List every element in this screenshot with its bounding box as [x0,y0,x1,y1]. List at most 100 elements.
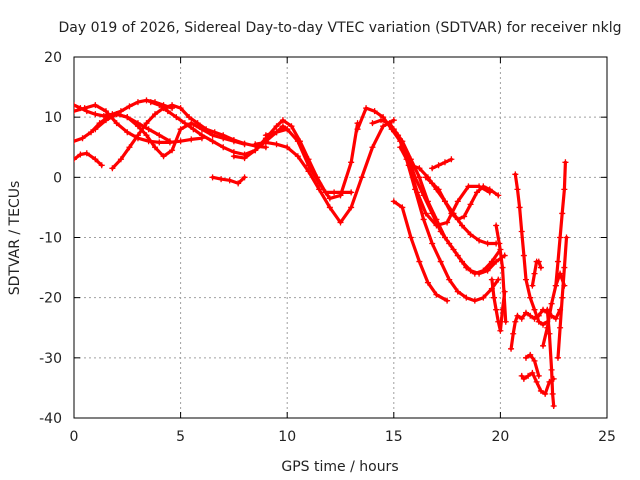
data-point [529,369,536,376]
data-point [435,186,442,193]
data-point [563,234,570,241]
data-point [164,108,171,115]
data-point [480,294,487,301]
data-point [467,201,474,208]
data-point [546,330,553,337]
data-point [518,372,525,379]
data-point [422,174,429,181]
data-point [209,174,216,181]
data-point [433,216,440,223]
series-line [93,112,247,158]
data-point [230,153,237,160]
data-point [422,210,429,217]
data-point [424,279,431,286]
data-point [230,138,237,145]
data-point [77,151,84,158]
data-point [552,315,559,322]
data-point [273,129,280,136]
data-point [117,156,124,163]
data-point [92,156,99,163]
axis-ticks [73,56,608,419]
series-trace-26 [529,258,544,289]
data-point [126,144,133,151]
data-point [420,216,427,223]
data-point [134,99,141,106]
data-point [535,372,542,379]
data-point [198,126,205,133]
data-point [190,126,197,133]
data-point [209,138,216,145]
data-point [437,258,444,265]
data-point [273,141,280,148]
x-tick-label: 15 [385,429,403,445]
data-point [407,234,414,241]
series-trace-29 [552,159,569,289]
data-point [81,105,88,112]
data-point [450,246,457,253]
data-point [294,153,301,160]
data-point [134,132,141,139]
series-trace-11 [262,120,361,202]
data-point [465,183,472,190]
y-axis-label: SDTVAR / TECUs [7,181,23,296]
data-point [429,180,436,187]
series-trace-30 [554,234,570,361]
data-point [284,144,291,151]
data-point [540,321,547,328]
data-point [531,270,538,277]
data-point [535,312,542,319]
data-point [326,204,333,211]
data-point [527,351,534,358]
data-point [358,174,365,181]
data-point [531,306,538,313]
data-point [518,228,525,235]
data-point [531,315,538,322]
data-point [495,192,502,199]
data-point [510,330,517,337]
data-point [378,117,385,124]
data-point [559,210,566,217]
data-point [484,240,491,247]
data-point [499,306,506,313]
data-point [514,312,521,319]
data-point [488,276,495,283]
data-point [152,111,159,118]
data-point [169,147,176,154]
data-point [527,312,534,319]
data-point [348,204,355,211]
data-point [241,141,248,148]
data-point [522,309,529,316]
series-line [513,172,549,327]
data-point [79,135,86,142]
data-point [363,105,370,112]
data-point [491,294,498,301]
series-trace-3 [74,150,105,169]
data-point [463,294,470,301]
data-point [495,276,502,283]
data-point [496,240,503,247]
data-point [544,306,551,313]
data-point [241,174,248,181]
data-point [499,264,506,271]
data-point [441,234,448,241]
chart-title: Day 019 of 2026, Sidereal Day-to-day VTE… [59,20,622,36]
data-point [273,123,280,130]
grid-lines [74,57,607,418]
data-point [554,258,561,265]
data-point [284,126,291,133]
data-point [557,324,564,331]
series-line [253,118,396,225]
data-point [444,297,451,304]
data-point [74,156,77,163]
data-point [369,120,376,127]
data-point [561,264,568,271]
data-point [520,375,527,382]
data-point [542,390,549,397]
data-point [279,117,286,124]
data-point [354,126,361,133]
data-point [424,198,431,205]
data-point [467,231,474,238]
data-point [520,252,527,259]
data-point [412,186,419,193]
data-point [88,129,95,136]
